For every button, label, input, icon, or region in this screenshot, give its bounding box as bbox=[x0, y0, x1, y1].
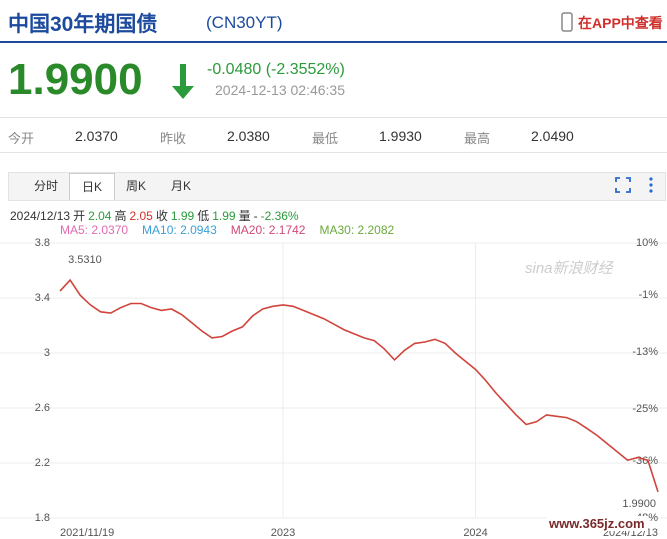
x-tick-label: 2023 bbox=[271, 527, 295, 539]
tab[interactable]: 月K bbox=[170, 179, 191, 193]
info-item: 低 bbox=[197, 209, 210, 223]
info-item: 2024/12/13 bbox=[10, 209, 71, 223]
ma-legend: MA5: 2.0370 MA10: 2.0943 MA20: 2.1742 MA30:… bbox=[60, 223, 408, 237]
y2-tick-label: 10% bbox=[636, 237, 658, 249]
stat-value: 2.0490 bbox=[531, 128, 574, 144]
info-item: 开 bbox=[73, 209, 86, 223]
price-line bbox=[59, 278, 659, 493]
info-item: 1.99 bbox=[212, 209, 236, 223]
tab[interactable]: 周K bbox=[125, 179, 146, 193]
x-tick-label: 2024 bbox=[463, 527, 487, 539]
phone-icon bbox=[561, 12, 573, 32]
y-tick-label: 3.4 bbox=[35, 292, 50, 304]
ma-item: MA20: 2.1742 bbox=[230, 223, 306, 237]
tab-bar bbox=[8, 172, 666, 201]
annotation: 3.5310 bbox=[68, 254, 102, 266]
stat-label: 最高 bbox=[464, 131, 491, 146]
rule bbox=[0, 117, 667, 118]
info-item: 2.05 bbox=[129, 209, 153, 223]
stat-label: 今开 bbox=[8, 131, 35, 146]
info-item: - bbox=[253, 209, 258, 223]
down-arrow bbox=[172, 64, 194, 99]
info-item: 量 bbox=[238, 209, 251, 223]
code: (CN30YT) bbox=[206, 13, 283, 32]
info-item: -2.36% bbox=[260, 209, 299, 223]
site-watermark: www.365jz.com bbox=[546, 516, 648, 531]
change: -0.0480 (-2.3552%) bbox=[207, 61, 345, 78]
y-tick-label: 2.2 bbox=[35, 457, 50, 469]
y2-tick-label: -1% bbox=[638, 289, 658, 301]
y-tick-label: 2.6 bbox=[35, 402, 50, 414]
stat-value: 2.0370 bbox=[75, 128, 118, 144]
app-link[interactable]: 在APP中查看 bbox=[578, 15, 663, 31]
y-tick-label: 3 bbox=[44, 347, 50, 359]
ma-item: MA10: 2.0943 bbox=[142, 223, 217, 237]
y2-tick-label: -25% bbox=[632, 403, 658, 415]
info-item: 1.99 bbox=[170, 209, 195, 223]
x-tick-label: 2021/11/19 bbox=[60, 527, 114, 539]
annotation: 1.9900 bbox=[622, 498, 656, 510]
y2-tick-label: -36% bbox=[632, 455, 658, 467]
watermark: sina新浪财经 bbox=[525, 260, 613, 277]
info-item: 高 bbox=[114, 209, 127, 223]
y2-tick-label: -13% bbox=[632, 346, 658, 358]
info-line: 2024/12/13 开 2.04 高 2.05 收 1.99 低 1.99 量 - -2.36% bbox=[10, 207, 302, 224]
info-item: 2.04 bbox=[88, 209, 112, 223]
header-rule bbox=[0, 41, 667, 43]
tab[interactable]: 分时 bbox=[33, 179, 58, 193]
y-tick-label: 3.8 bbox=[35, 237, 50, 249]
title: 中国30年期国债 bbox=[8, 13, 158, 36]
ma-item: MA30: 2.2082 bbox=[319, 223, 395, 237]
rule bbox=[0, 152, 667, 153]
price: 1.9900 bbox=[8, 55, 143, 104]
tab[interactable]: 日K bbox=[69, 173, 115, 200]
info-item: 收 bbox=[155, 209, 168, 223]
y-tick-label: 1.8 bbox=[35, 512, 50, 524]
stat-value: 2.0380 bbox=[227, 128, 270, 144]
time: 2024-12-13 02:46:35 bbox=[215, 82, 345, 98]
toolbar-icons[interactable] bbox=[614, 176, 664, 194]
ma-item: MA5: 2.0370 bbox=[60, 223, 129, 237]
stat-label: 昨收 bbox=[160, 131, 187, 146]
stat-value: 1.9930 bbox=[379, 128, 422, 144]
stat-label: 最低 bbox=[312, 131, 339, 146]
